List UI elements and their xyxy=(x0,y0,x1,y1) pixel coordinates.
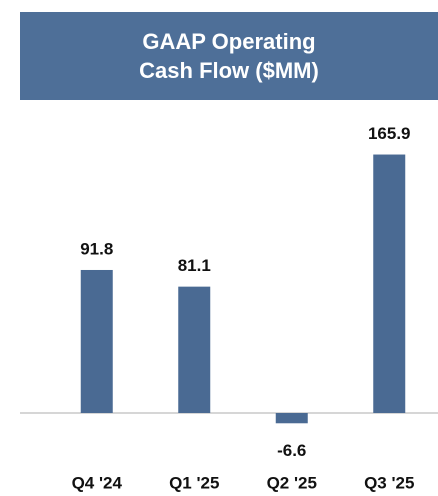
chart-title: GAAP Operating Cash Flow ($MM) xyxy=(139,29,319,83)
header: GAAP Operating Cash Flow ($MM) xyxy=(20,12,438,100)
data-label: -6.6 xyxy=(277,441,306,460)
data-label: 165.9 xyxy=(368,124,411,143)
bar xyxy=(80,269,113,413)
x-tick-label: Q2 '25 xyxy=(267,473,317,492)
bar xyxy=(373,154,406,413)
bar xyxy=(275,413,308,424)
x-tick-label: Q1 '25 xyxy=(169,473,219,492)
data-label: 91.8 xyxy=(80,239,113,258)
x-tick-label: Q3 '25 xyxy=(364,473,414,492)
bar xyxy=(178,286,211,413)
x-tick-label: Q4 '24 xyxy=(72,473,123,492)
data-label: 81.1 xyxy=(178,256,211,275)
